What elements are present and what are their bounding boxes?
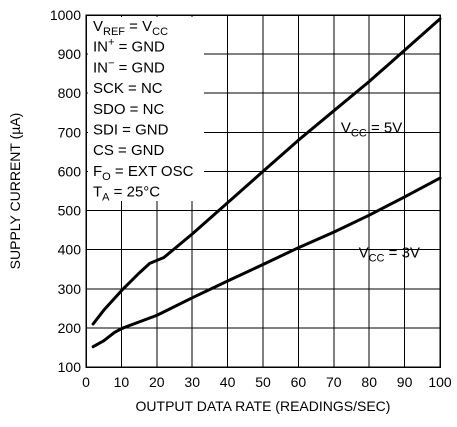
y-tick-label: 600 [58,163,82,179]
test-condition: SDI = GND [93,122,169,139]
x-tick-label: 80 [361,374,377,390]
series-line-vcc-5v [91,17,442,326]
y-tick-label: 900 [58,46,82,62]
x-tick-label: 30 [184,374,200,390]
series-label-vcc-5v: VCC = 5V [341,119,402,139]
x-tick-label: 100 [428,374,452,390]
x-tick-label: 50 [255,374,271,390]
y-tick-label: 200 [58,320,82,336]
test-condition: IN− = GND [93,57,165,76]
series-label-vcc-3v: VCC = 3V [359,244,420,264]
y-axis-label: SUPPLY CURRENT (µA) [7,113,23,270]
x-tick-label: 90 [397,374,413,390]
x-tick-label: 40 [220,374,236,390]
plot-frame [85,14,441,368]
test-condition: CS = GND [93,142,164,159]
x-tick-label: 10 [114,374,130,390]
x-tick-label: 70 [326,374,342,390]
x-axis-label: OUTPUT DATA RATE (READINGS/SEC) [136,398,391,414]
test-condition: VREF = VCC [93,18,168,38]
legend-background [88,17,204,201]
y-tick-label: 100 [58,359,82,375]
y-tick-label: 1000 [50,7,81,23]
test-condition: TA = 25°C [93,184,160,204]
x-tick-label: 0 [82,374,90,390]
x-tick-label: 60 [291,374,307,390]
test-condition: IN+ = GND [93,37,165,56]
data-curves [91,17,442,349]
y-tick-label: 300 [58,281,82,297]
y-tick-label: 400 [58,242,82,258]
series-line-vcc-3v [91,176,442,349]
test-condition: SDO = NC [93,101,164,118]
y-tick-label: 700 [58,124,82,140]
test-condition: FO = EXT OSC [93,163,194,183]
y-tick-label: 500 [58,203,82,219]
tick-labels: 0 10 20 30 40 50 60 70 80 90 100 100 200 300 400 500 600… [50,7,452,390]
x-tick-label: 20 [149,374,165,390]
series-labels: VCC = 5V VCC = 3V [341,119,420,264]
y-tick-label: 800 [58,85,82,101]
test-condition: SCK = NC [93,80,163,97]
